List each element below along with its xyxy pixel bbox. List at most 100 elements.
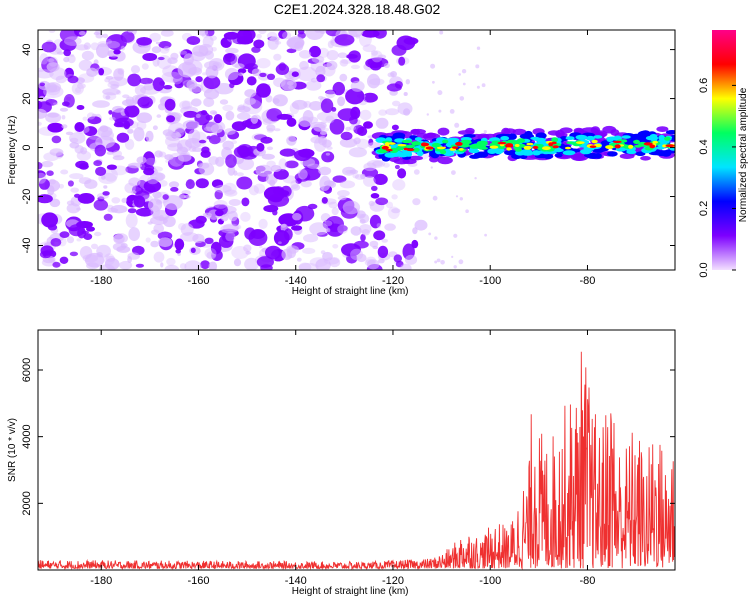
noise-blob (229, 82, 235, 89)
signal-band-blob (437, 156, 453, 165)
signal-band-blob (384, 142, 390, 147)
noise-blob (164, 264, 180, 270)
noise-blob (80, 147, 88, 155)
signal-band-blob (405, 151, 413, 157)
signal-band-blob (637, 130, 651, 138)
noise-blob (378, 109, 388, 116)
noise-blob (48, 56, 58, 67)
signal-band-blob (416, 150, 424, 157)
noise-blob (331, 207, 339, 216)
noise-blob (58, 183, 64, 189)
signal-band-blob (440, 149, 447, 155)
y-tick-label: 20 (21, 92, 33, 104)
noise-blob (365, 58, 383, 68)
signal-band-blob (626, 149, 637, 155)
signal-band-blob (554, 153, 563, 158)
noise-blob (391, 194, 398, 200)
noise-blob (369, 214, 382, 229)
noise-blob (298, 116, 313, 127)
signal-band-blob (572, 153, 586, 161)
x-tick-label: -160 (187, 575, 209, 587)
noise-blob (197, 30, 209, 36)
noise-blob (185, 179, 195, 190)
noise-blob (298, 148, 315, 158)
noise-blob (195, 215, 207, 224)
noise-blob (291, 225, 303, 231)
noise-blob (38, 194, 53, 204)
noise-blob (348, 147, 367, 158)
signal-band-blob (537, 138, 545, 144)
signal-band-blob (565, 136, 575, 141)
noise-blob (109, 116, 116, 121)
noise-dot (458, 73, 462, 76)
noise-dot (432, 80, 435, 84)
x-tick-label: -160 (187, 275, 209, 287)
noise-blob (241, 197, 250, 207)
noise-blob (130, 190, 137, 195)
signal-band-blob (474, 151, 489, 158)
noise-blob (300, 180, 312, 188)
noise-blob (75, 87, 82, 93)
noise-blob (38, 170, 46, 179)
noise-blob (359, 109, 372, 121)
noise-blob (383, 62, 390, 69)
signal-band-blob (431, 142, 441, 148)
noise-blob (177, 139, 192, 152)
signal-band-blob (397, 144, 407, 147)
colorbar-label: Normalized spectral amplitude (738, 87, 749, 222)
signal-band-blob (665, 144, 675, 148)
noise-blob (224, 67, 239, 81)
noise-blob (272, 98, 280, 104)
noise-blob (112, 105, 124, 113)
y-tick-label: 2000 (21, 491, 33, 515)
signal-band-blob (526, 142, 534, 146)
noise-blob (145, 237, 151, 243)
colorbar-tick-label: 0.2 (698, 201, 710, 216)
signal-band-blob (388, 142, 396, 145)
noise-blob (204, 248, 217, 259)
noise-blob (286, 247, 297, 259)
noise-blob (136, 156, 147, 164)
noise-dot (436, 258, 441, 263)
noise-blob (325, 216, 345, 232)
noise-blob (205, 114, 213, 121)
noise-blob (103, 185, 108, 189)
noise-blob (127, 252, 140, 260)
noise-blob (373, 173, 388, 185)
noise-blob (86, 262, 99, 270)
noise-blob (403, 37, 419, 45)
noise-blob (371, 185, 378, 191)
noise-blob (195, 76, 203, 83)
noise-blob (117, 68, 125, 75)
noise-blob (170, 187, 179, 192)
noise-blob (56, 51, 64, 55)
signal-band-blob (628, 144, 634, 149)
noise-blob (370, 193, 380, 199)
noise-blob (285, 160, 299, 169)
noise-blob (258, 245, 263, 249)
noise-blob (124, 182, 136, 194)
noise-blob (162, 194, 169, 200)
noise-blob (178, 50, 188, 55)
noise-blob (105, 255, 116, 262)
noise-blob (191, 98, 202, 107)
noise-blob (127, 128, 134, 134)
noise-blob (190, 247, 196, 253)
noise-blob (236, 176, 253, 190)
noise-blob (127, 162, 143, 169)
noise-blob (288, 85, 294, 90)
noise-blob (236, 172, 244, 177)
noise-blob (314, 30, 322, 33)
noise-blob (256, 142, 265, 152)
noise-blob (91, 113, 97, 117)
noise-blob (180, 232, 199, 242)
noise-blob (332, 81, 345, 96)
noise-blob (370, 50, 378, 56)
noise-blob (76, 105, 85, 110)
signal-band-blob (385, 148, 393, 152)
spectrogram-x-label: Height of straight line (km) (292, 286, 409, 297)
noise-blob (107, 50, 114, 57)
colorbar-gradient (712, 30, 736, 270)
noise-blob (391, 124, 399, 131)
noise-blob (41, 41, 57, 53)
